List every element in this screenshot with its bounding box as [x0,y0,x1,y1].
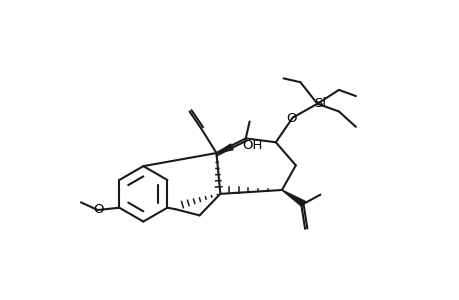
Polygon shape [281,190,304,206]
Text: OH: OH [242,139,263,152]
Text: Si: Si [313,97,326,110]
Polygon shape [216,144,233,153]
Text: O: O [93,203,104,216]
Text: O: O [285,112,296,125]
